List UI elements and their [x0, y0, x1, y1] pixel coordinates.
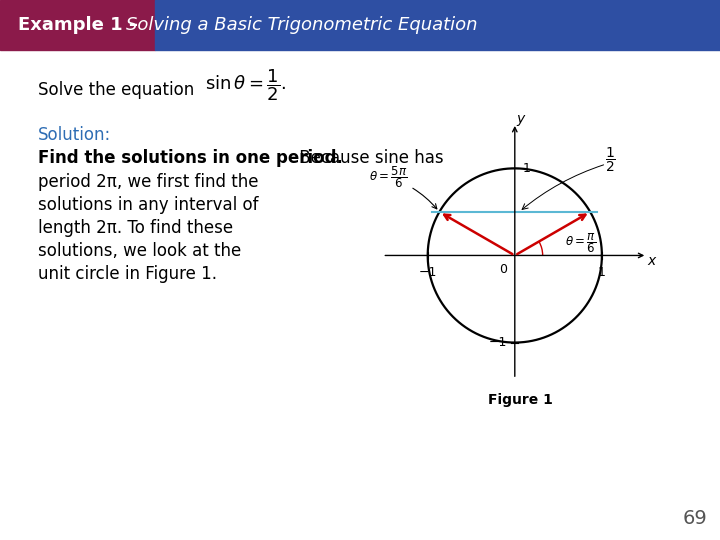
Text: 69: 69 — [683, 509, 707, 528]
Text: $\dfrac{1}{2}$: $\dfrac{1}{2}$ — [606, 145, 616, 174]
Text: $\theta = \dfrac{5\pi}{6}$: $\theta = \dfrac{5\pi}{6}$ — [369, 164, 437, 209]
Text: unit circle in Figure 1.: unit circle in Figure 1. — [38, 265, 217, 283]
Text: Because sine has: Because sine has — [294, 149, 444, 167]
Text: y: y — [517, 112, 525, 126]
Text: Solve the equation: Solve the equation — [38, 81, 194, 99]
Text: −1: −1 — [489, 336, 507, 349]
Text: $\mathrm{sin}\,\theta = \dfrac{1}{2}.$: $\mathrm{sin}\,\theta = \dfrac{1}{2}.$ — [205, 67, 287, 103]
Text: Find the solutions in one period.: Find the solutions in one period. — [38, 149, 343, 167]
Text: period 2π, we first find the: period 2π, we first find the — [38, 173, 258, 191]
Bar — [155, 0, 720, 50]
Text: x: x — [647, 254, 656, 268]
Text: −1: −1 — [418, 266, 437, 279]
Text: Solution:: Solution: — [38, 126, 112, 144]
Text: 1: 1 — [523, 162, 531, 175]
Bar — [0, 0, 155, 50]
Text: Solving a Basic Trigonometric Equation: Solving a Basic Trigonometric Equation — [126, 16, 477, 34]
Text: Example 1 –: Example 1 – — [18, 16, 144, 34]
Text: $\theta = \dfrac{\pi}{6}$: $\theta = \dfrac{\pi}{6}$ — [565, 232, 596, 255]
Text: Figure 1: Figure 1 — [487, 393, 552, 407]
Text: length 2π. To find these: length 2π. To find these — [38, 219, 233, 237]
Text: solutions in any interval of: solutions in any interval of — [38, 196, 258, 214]
Text: 1: 1 — [598, 266, 606, 279]
Text: solutions, we look at the: solutions, we look at the — [38, 242, 241, 260]
Text: 0: 0 — [499, 264, 507, 276]
